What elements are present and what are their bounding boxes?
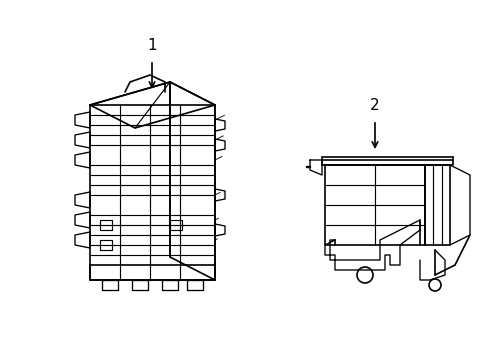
Text: 1: 1: [147, 38, 157, 53]
Text: 2: 2: [369, 98, 379, 113]
